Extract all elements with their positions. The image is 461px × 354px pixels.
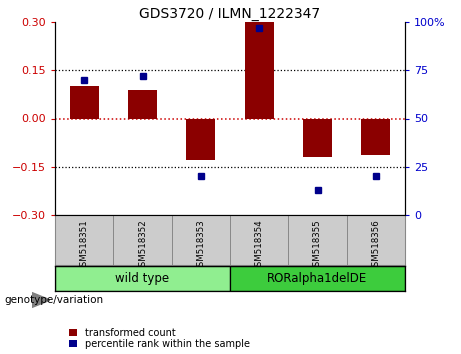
Text: RORalpha1delDE: RORalpha1delDE — [267, 272, 367, 285]
Text: wild type: wild type — [115, 272, 170, 285]
Text: GSM518352: GSM518352 — [138, 219, 147, 272]
Bar — [128, 90, 157, 119]
Text: GSM518355: GSM518355 — [313, 219, 322, 272]
Bar — [245, 22, 274, 119]
Bar — [70, 86, 99, 119]
Bar — [186, 119, 215, 160]
Text: GSM518353: GSM518353 — [196, 219, 205, 272]
Bar — [171, 215, 230, 265]
Title: GDS3720 / ILMN_1222347: GDS3720 / ILMN_1222347 — [139, 7, 320, 21]
Bar — [230, 266, 405, 291]
Polygon shape — [32, 292, 50, 307]
Text: genotype/variation: genotype/variation — [5, 295, 104, 305]
Text: GSM518351: GSM518351 — [80, 219, 89, 272]
Text: GSM518356: GSM518356 — [371, 219, 380, 272]
Bar — [361, 119, 390, 155]
Bar — [288, 215, 347, 265]
Bar — [347, 215, 405, 265]
Legend: transformed count, percentile rank within the sample: transformed count, percentile rank withi… — [69, 328, 250, 349]
Bar — [230, 215, 288, 265]
Bar — [55, 266, 230, 291]
Text: GSM518354: GSM518354 — [254, 219, 264, 272]
Bar — [55, 215, 113, 265]
Bar — [303, 119, 332, 157]
Bar — [113, 215, 171, 265]
